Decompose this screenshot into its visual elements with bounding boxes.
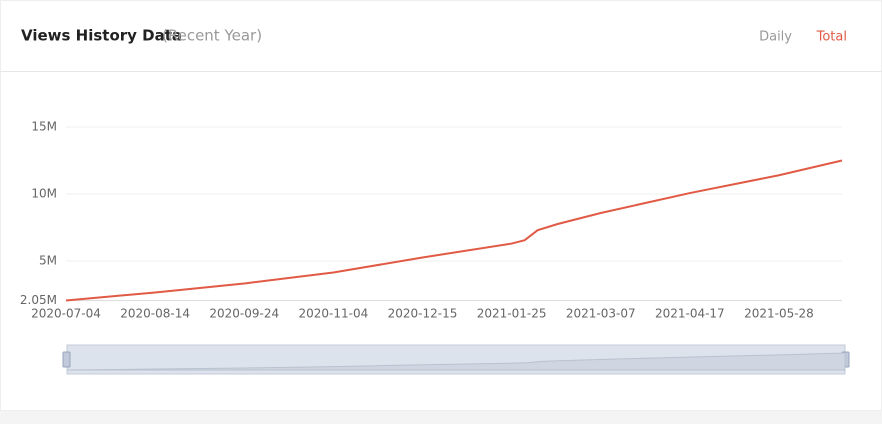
x-tick-label: 2021-01-25	[477, 307, 547, 321]
x-tick-label: 2021-04-17	[655, 307, 725, 321]
x-tick-label: 2020-08-14	[120, 307, 190, 321]
footer-strip	[0, 411, 882, 424]
x-tick-label: 2020-12-15	[388, 307, 458, 321]
y-tick-label: 2.05M	[20, 293, 57, 307]
tab[interactable]: Daily	[759, 30, 792, 45]
slider-handle[interactable]	[62, 351, 71, 368]
y-tick-label: 15M	[31, 120, 57, 134]
y-tick-label: 10M	[31, 186, 57, 200]
x-tick-label: 2020-11-04	[298, 307, 368, 321]
panel	[0, 0, 882, 411]
x-tick-label: 2021-03-07	[566, 307, 636, 321]
y-tick-label: 5M	[39, 253, 57, 267]
slider-preview	[66, 352, 846, 371]
tab-active[interactable]: Total	[816, 30, 847, 45]
chart-subtitle: (Recent Year)	[162, 27, 262, 45]
chart-title: Views History Data	[21, 27, 182, 45]
x-tick-label: 2020-09-24	[209, 307, 279, 321]
x-tick-label: 2021-05-28	[744, 307, 814, 321]
line	[65, 159, 843, 302]
x-tick-label: 2020-07-04	[31, 307, 101, 321]
